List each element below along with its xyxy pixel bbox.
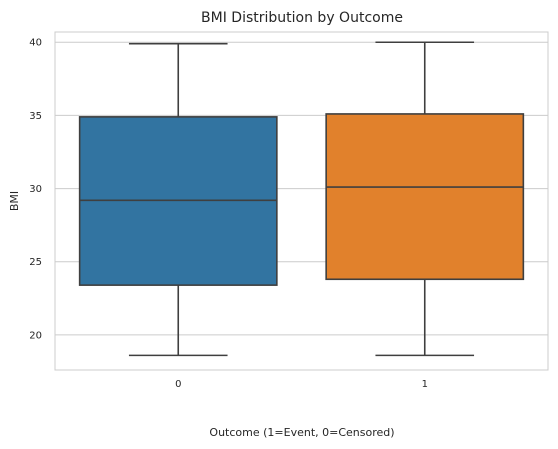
y-tick-label: 20 — [29, 330, 42, 341]
x-tick-label: 1 — [422, 379, 428, 390]
iqr-box — [325, 113, 525, 281]
y-tick-label: 30 — [29, 184, 42, 195]
y-tick-label: 35 — [29, 111, 42, 122]
box-1 — [325, 41, 525, 357]
box-series — [78, 41, 525, 357]
x-axis-label: Outcome (1=Event, 0=Censored) — [209, 426, 394, 439]
y-axis-label: BMI — [8, 191, 21, 211]
chart-title: BMI Distribution by Outcome — [201, 10, 403, 26]
y-axis-ticks: 20 25 30 35 40 — [29, 38, 42, 342]
box-0 — [78, 42, 278, 357]
x-tick-label: 0 — [175, 379, 181, 390]
plot-frame — [54, 31, 549, 371]
y-tick-label: 25 — [29, 257, 42, 268]
y-tick-label: 40 — [29, 38, 42, 49]
